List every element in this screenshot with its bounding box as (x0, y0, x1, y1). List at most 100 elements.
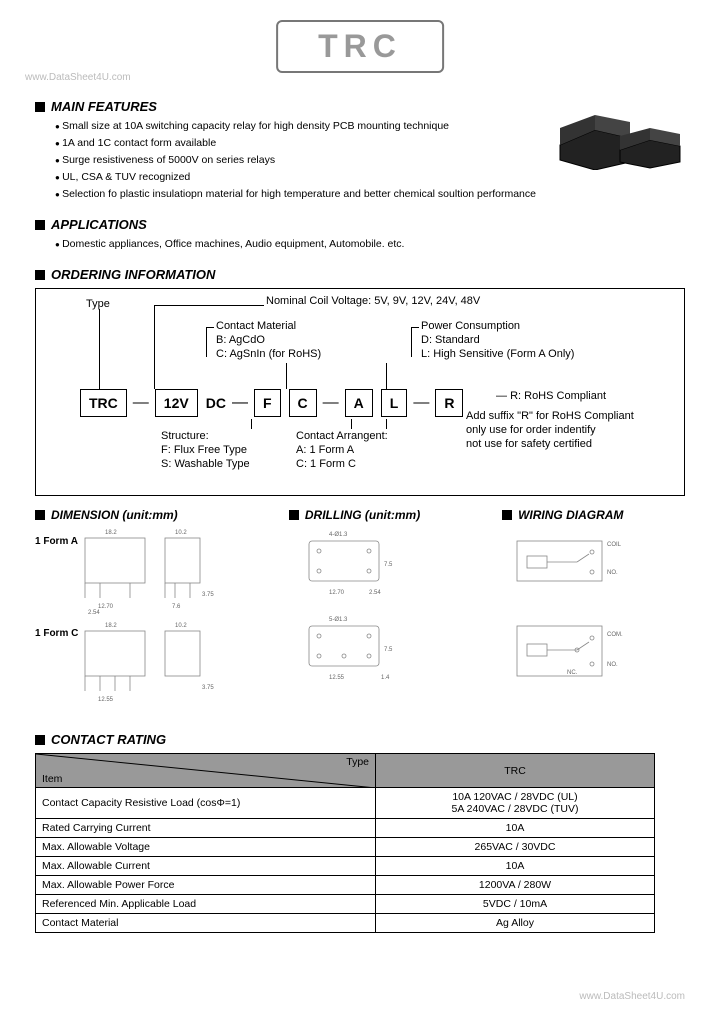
dimension-drawing: 18.2 10.2 12.70 7.6 2.54 3.75 18.2 10.2 12.5… (80, 526, 300, 716)
arrangement-block: Contact Arrangent: A: 1 Form A C: 1 Form… (296, 429, 388, 471)
cm-title: Contact Material (216, 319, 321, 333)
row-label: Referenced Min. Applicable Load (36, 895, 376, 914)
form-a-label: 1 Form A (35, 536, 78, 547)
part-structure: F (254, 389, 281, 417)
part-power: L (381, 389, 408, 417)
struct-f: F: Flux Free Type (161, 443, 250, 457)
form-c-label: 1 Form C (35, 628, 78, 639)
nominal-label: Nominal Coil Voltage: 5V, 9V, 12V, 24V, … (266, 294, 480, 308)
row-label: Contact Capacity Resistive Load (cosΦ=1) (36, 788, 376, 819)
arr-title: Contact Arrangent: (296, 429, 388, 443)
rohs-r: — R: RoHS Compliant (496, 389, 606, 403)
applications-list: Domestic appliances, Office machines, Au… (35, 236, 685, 253)
feature-item: Selection fo plastic insulatiopn materia… (55, 186, 685, 203)
svg-text:12.70: 12.70 (98, 604, 114, 610)
contact-material-block: Contact Material B: AgCdO C: AgSnIn (for… (216, 319, 321, 361)
applications-header: APPLICATIONS (35, 217, 685, 232)
row-value: Ag Alloy (376, 914, 655, 933)
row-value: 10A (376, 857, 655, 876)
type-label: Type (86, 297, 110, 311)
svg-text:12.70: 12.70 (329, 590, 345, 596)
wiring-drawing: COILNO. COM.NO.NC. (507, 526, 657, 716)
svg-text:2.54: 2.54 (369, 590, 381, 596)
row-label: Max. Allowable Current (36, 857, 376, 876)
dimension-section: DIMENSION (unit:mm) 1 Form A 1 Form C 18… (35, 508, 279, 718)
part-number-row: TRC — 12V DC — F C — A L — R (76, 389, 467, 417)
main-features-heading: MAIN FEATURES (51, 99, 157, 114)
svg-text:3.75: 3.75 (202, 592, 214, 598)
row-value: 10A (376, 819, 655, 838)
cm-b: B: AgCdO (216, 333, 321, 347)
svg-text:5-Ø1.3: 5-Ø1.3 (329, 617, 348, 623)
feature-item: UL, CSA & TUV recognized (55, 169, 685, 186)
contact-rating-heading: CONTACT RATING (51, 732, 166, 747)
power-title: Power Consumption (421, 319, 574, 333)
relay-product-image (555, 100, 685, 170)
contact-rating-table: Type Item TRC Contact Capacity Resistive… (35, 753, 655, 933)
bullet-square-icon (35, 220, 45, 230)
drilling-section: DRILLING (unit:mm) 4-Ø1.3 12.70 7.5 2.54 5-… (289, 508, 492, 718)
svg-text:3.75: 3.75 (202, 685, 214, 691)
row-value: 1200VA / 280W (376, 876, 655, 895)
svg-text:COIL: COIL (607, 542, 622, 548)
dim-heading: DIMENSION (unit:mm) (51, 508, 178, 522)
svg-text:10.2: 10.2 (175, 530, 187, 536)
svg-text:10.2: 10.2 (175, 623, 187, 629)
svg-text:7.6: 7.6 (172, 604, 181, 610)
power-l: L: High Sensitive (Form A Only) (421, 347, 574, 361)
part-rohs: R (435, 389, 463, 417)
row-value: 10A 120VAC / 28VDC (UL) 5A 240VAC / 28VD… (376, 788, 655, 819)
drilling-drawing: 4-Ø1.3 12.70 7.5 2.54 5-Ø1.3 12.55 7.5 1.4 (299, 526, 459, 716)
ordering-heading: ORDERING INFORMATION (51, 267, 215, 282)
arr-a: A: 1 Form A (296, 443, 388, 457)
svg-text:1.4: 1.4 (381, 675, 390, 681)
model-header: TRC (376, 754, 655, 788)
drill-heading: DRILLING (unit:mm) (305, 508, 420, 522)
svg-text:18.2: 18.2 (105, 623, 117, 629)
svg-text:18.2: 18.2 (105, 530, 117, 536)
dash-icon: — (323, 394, 339, 412)
bullet-square-icon (35, 270, 45, 280)
svg-text:7.5: 7.5 (384, 647, 393, 653)
application-item: Domestic appliances, Office machines, Au… (55, 236, 685, 253)
bullet-square-icon (35, 735, 45, 745)
row-label: Contact Material (36, 914, 376, 933)
svg-text:NO.: NO. (607, 570, 618, 576)
ordering-header: ORDERING INFORMATION (35, 267, 685, 282)
ordering-diagram: Type Nominal Coil Voltage: 5V, 9V, 12V, … (35, 288, 685, 496)
dash-icon: — (232, 394, 248, 412)
dash-icon: — (133, 394, 149, 412)
title-box: TRC (276, 20, 444, 73)
power-block: Power Consumption D: Standard L: High Se… (421, 319, 574, 361)
arr-c: C: 1 Form C (296, 457, 388, 471)
part-trc: TRC (80, 389, 127, 417)
bullet-square-icon (289, 510, 299, 520)
table-corner: Type Item (36, 754, 376, 788)
part-arrangement: A (345, 389, 373, 417)
title-text: TRC (318, 28, 402, 64)
svg-text:12.55: 12.55 (329, 675, 345, 681)
cm-c: C: AgSnIn (for RoHS) (216, 347, 321, 361)
watermark-bottom: www.DataSheet4U.com (579, 991, 685, 1002)
svg-text:12.55: 12.55 (98, 697, 114, 703)
svg-text:COM.: COM. (607, 632, 623, 638)
part-material: C (289, 389, 317, 417)
wiring-heading: WIRING DIAGRAM (518, 508, 623, 522)
part-voltage: 12V (155, 389, 198, 417)
bullet-square-icon (502, 510, 512, 520)
struct-s: S: Washable Type (161, 457, 250, 471)
svg-text:2.54: 2.54 (88, 610, 100, 616)
watermark-top: www.DataSheet4U.com (25, 72, 131, 83)
svg-text:4-Ø1.3: 4-Ø1.3 (329, 532, 348, 538)
part-dc: DC (206, 395, 226, 411)
structure-block: Structure: F: Flux Free Type S: Washable… (161, 429, 250, 471)
item-col: Item (42, 773, 62, 785)
bullet-square-icon (35, 510, 45, 520)
struct-title: Structure: (161, 429, 250, 443)
rohs-note: Add suffix "R" for RoHS Compliant only u… (466, 409, 634, 451)
dash-icon: — (413, 394, 429, 412)
bullet-square-icon (35, 102, 45, 112)
row-value: 5VDC / 10mA (376, 895, 655, 914)
svg-text:7.5: 7.5 (384, 562, 393, 568)
contact-rating-header: CONTACT RATING (35, 732, 685, 747)
